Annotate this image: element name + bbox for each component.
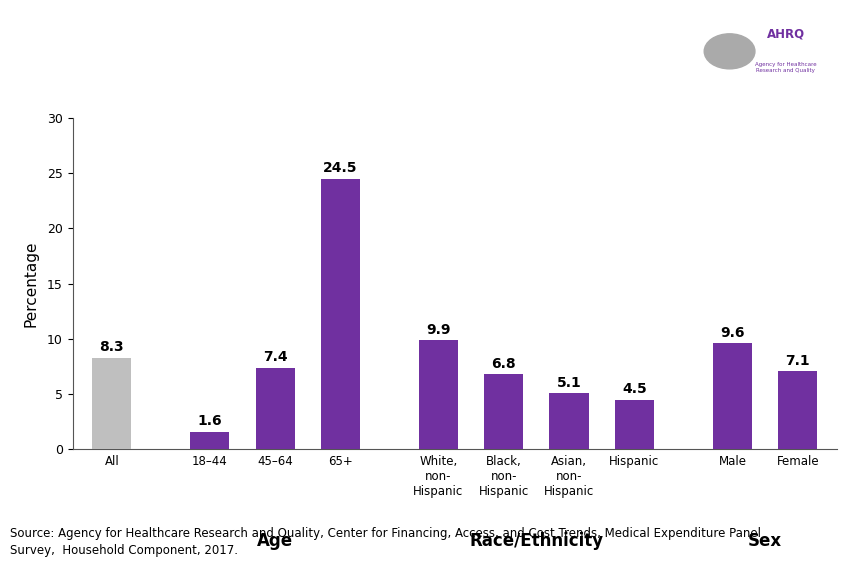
Text: Sex: Sex — [747, 532, 781, 550]
Text: 24.5: 24.5 — [322, 161, 357, 176]
Text: 9.6: 9.6 — [719, 326, 744, 340]
Bar — [255, 367, 294, 449]
Bar — [418, 340, 457, 449]
Text: Race/Ethnicity: Race/Ethnicity — [469, 532, 603, 550]
Text: 9.9: 9.9 — [426, 323, 450, 336]
Bar — [321, 179, 360, 449]
Y-axis label: Percentage: Percentage — [24, 240, 38, 327]
Text: 4.5: 4.5 — [621, 382, 646, 396]
Text: Figure 1. Percentage with expenses for heart disease treatment by
demographic ch: Figure 1. Percentage with expenses for h… — [26, 31, 708, 72]
Bar — [92, 358, 131, 449]
Text: Age: Age — [257, 532, 293, 550]
Bar — [190, 431, 229, 449]
Circle shape — [704, 34, 754, 69]
Text: 5.1: 5.1 — [556, 376, 581, 390]
Bar — [777, 371, 816, 449]
Bar — [548, 393, 588, 449]
Text: 1.6: 1.6 — [197, 414, 222, 429]
FancyBboxPatch shape — [696, 6, 840, 100]
Text: Agency for Healthcare
Research and Quality: Agency for Healthcare Research and Quali… — [754, 62, 815, 74]
Bar — [484, 374, 523, 449]
Text: 7.4: 7.4 — [263, 350, 287, 364]
Text: Source: Agency for Healthcare Research and Quality, Center for Financing, Access: Source: Agency for Healthcare Research a… — [10, 526, 760, 557]
Bar — [614, 400, 653, 449]
Bar — [712, 343, 751, 449]
Text: 6.8: 6.8 — [490, 357, 515, 371]
Text: 8.3: 8.3 — [99, 340, 124, 354]
Text: AHRQ: AHRQ — [766, 27, 804, 40]
Text: 7.1: 7.1 — [785, 354, 809, 367]
